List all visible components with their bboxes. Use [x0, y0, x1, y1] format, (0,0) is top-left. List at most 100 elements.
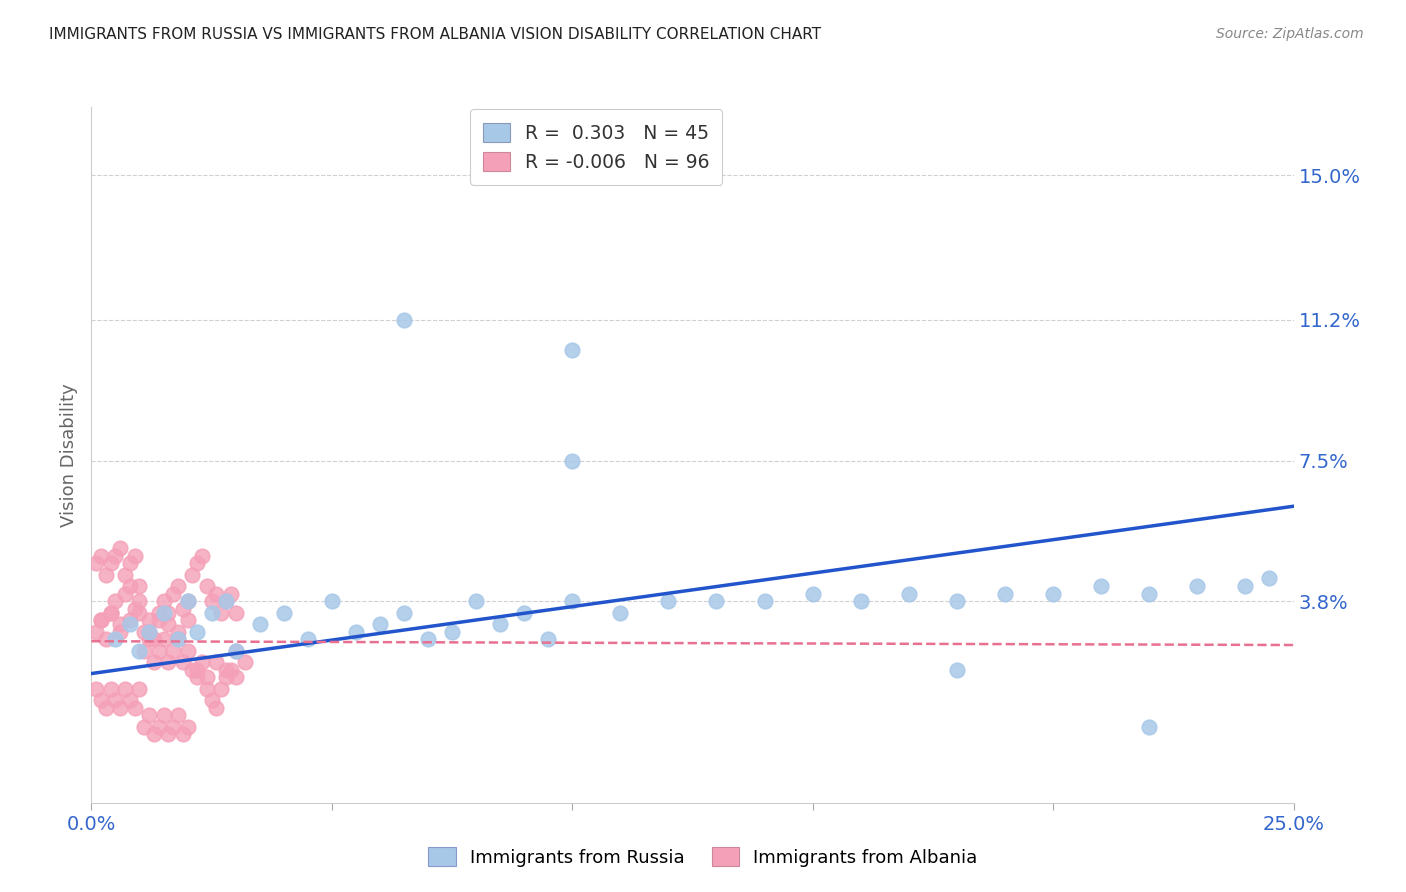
Point: [114, 567, 136, 582]
Point: [114, 681, 136, 696]
Point: [110, 624, 132, 639]
Point: [233, 655, 256, 669]
Point: [176, 720, 198, 734]
Point: [152, 606, 174, 620]
Point: [215, 670, 238, 684]
Point: [176, 644, 198, 658]
Point: [176, 594, 198, 608]
Point: [1137, 587, 1160, 601]
Point: [946, 663, 969, 677]
Point: [201, 693, 224, 707]
Point: [110, 541, 132, 555]
Point: [1187, 579, 1209, 593]
Point: [897, 587, 920, 601]
Point: [172, 602, 194, 616]
Point: [249, 617, 271, 632]
Point: [162, 587, 184, 601]
Point: [110, 700, 132, 714]
Point: [94, 632, 117, 647]
Point: [609, 606, 631, 620]
Point: [138, 708, 160, 723]
Point: [84, 624, 107, 639]
Point: [219, 587, 242, 601]
Legend: R =  0.303   N = 45, R = -0.006   N = 96: R = 0.303 N = 45, R = -0.006 N = 96: [470, 110, 723, 185]
Point: [225, 644, 247, 658]
Point: [90, 613, 112, 627]
Point: [321, 594, 343, 608]
Legend: Immigrants from Russia, Immigrants from Albania: Immigrants from Russia, Immigrants from …: [422, 840, 984, 874]
Point: [1042, 587, 1064, 601]
Point: [152, 708, 174, 723]
Point: [537, 632, 560, 647]
Point: [124, 602, 146, 616]
Point: [162, 644, 184, 658]
Point: [142, 632, 165, 647]
Point: [195, 670, 218, 684]
Point: [148, 644, 170, 658]
Point: [118, 693, 141, 707]
Point: [215, 594, 238, 608]
Point: [186, 663, 208, 677]
Point: [100, 556, 122, 570]
Point: [181, 663, 204, 677]
Point: [118, 579, 141, 593]
Point: [225, 606, 247, 620]
Point: [186, 670, 208, 684]
Point: [157, 606, 180, 620]
Point: [90, 549, 112, 563]
Point: [148, 606, 170, 620]
Point: [157, 655, 180, 669]
Point: [162, 720, 184, 734]
Point: [186, 556, 208, 570]
Point: [219, 663, 242, 677]
Point: [104, 549, 127, 563]
Point: [114, 587, 136, 601]
Point: [209, 606, 232, 620]
Point: [176, 594, 198, 608]
Point: [392, 313, 415, 327]
Point: [128, 606, 150, 620]
Point: [138, 624, 160, 639]
Point: [134, 624, 156, 639]
Point: [104, 594, 127, 608]
Point: [368, 617, 391, 632]
Point: [94, 567, 117, 582]
Point: [191, 549, 214, 563]
Point: [128, 681, 150, 696]
Point: [215, 663, 238, 677]
Point: [124, 549, 146, 563]
Point: [561, 343, 583, 358]
Point: [205, 700, 228, 714]
Point: [148, 720, 170, 734]
Point: [754, 594, 776, 608]
Point: [191, 655, 214, 669]
Point: [225, 644, 247, 658]
Point: [172, 727, 194, 741]
Point: [1137, 720, 1160, 734]
Point: [138, 624, 160, 639]
Point: [157, 617, 180, 632]
Point: [167, 632, 190, 647]
Point: [142, 655, 165, 669]
Point: [118, 556, 141, 570]
Point: [946, 594, 969, 608]
Point: [110, 617, 132, 632]
Point: [657, 594, 679, 608]
Point: [118, 613, 141, 627]
Point: [167, 632, 190, 647]
Point: [205, 655, 228, 669]
Point: [849, 594, 872, 608]
Point: [489, 617, 512, 632]
Point: [994, 587, 1017, 601]
Point: [152, 632, 174, 647]
Point: [176, 613, 198, 627]
Point: [104, 632, 127, 647]
Point: [90, 613, 112, 627]
Point: [138, 613, 160, 627]
Point: [440, 624, 463, 639]
Point: [1258, 572, 1281, 586]
Point: [100, 606, 122, 620]
Point: [344, 624, 367, 639]
Point: [1090, 579, 1112, 593]
Point: [134, 644, 156, 658]
